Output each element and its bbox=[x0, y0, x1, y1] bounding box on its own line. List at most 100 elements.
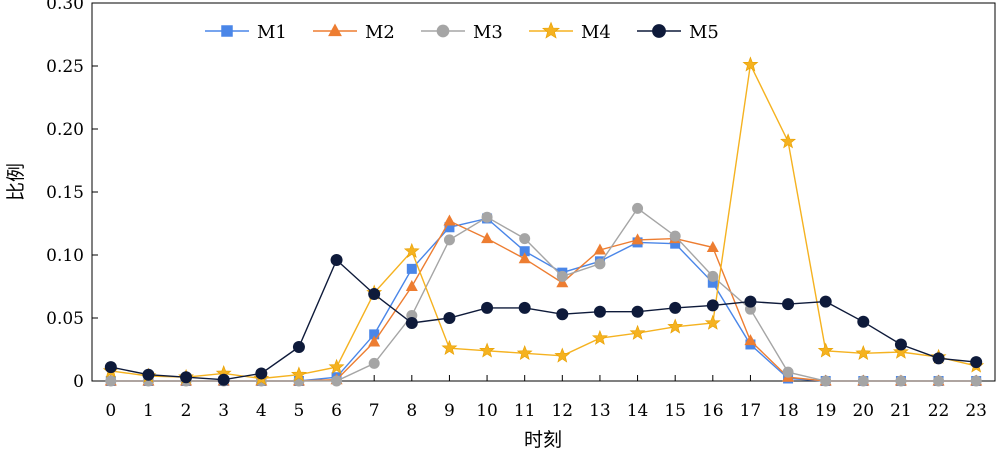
m5-point bbox=[631, 305, 644, 318]
m5-point bbox=[481, 301, 494, 314]
m2-point bbox=[744, 334, 757, 346]
legend-item-m5: M5 bbox=[637, 22, 719, 43]
x-tick-label: 20 bbox=[852, 401, 874, 421]
m3-point bbox=[669, 230, 681, 242]
m3-point bbox=[481, 211, 493, 223]
x-tick-label: 10 bbox=[476, 401, 498, 421]
m5-point bbox=[292, 340, 305, 353]
m2-point bbox=[631, 233, 644, 245]
series-line-m4 bbox=[110, 62, 977, 380]
m4-point bbox=[291, 366, 307, 382]
m3-point bbox=[820, 375, 832, 387]
m3-point bbox=[556, 270, 568, 282]
x-tick-label: 11 bbox=[514, 401, 536, 421]
x-tick-label: 23 bbox=[965, 401, 987, 421]
y-tick-label: 0.15 bbox=[46, 183, 84, 203]
m1-point bbox=[707, 277, 718, 288]
m3-point bbox=[105, 375, 117, 387]
m5-point bbox=[857, 315, 870, 328]
m4-point bbox=[742, 56, 759, 72]
x-tick-label: 7 bbox=[369, 401, 380, 421]
m4-point bbox=[516, 344, 533, 360]
x-tick-label: 16 bbox=[702, 401, 724, 421]
x-tick-label: 18 bbox=[777, 401, 799, 421]
m5-point bbox=[706, 299, 719, 312]
x-tick-label: 15 bbox=[664, 401, 686, 421]
m5-point bbox=[368, 288, 381, 301]
m5-point bbox=[970, 356, 983, 369]
m5-point bbox=[518, 301, 531, 314]
legend-label: M5 bbox=[689, 22, 719, 43]
m5-point bbox=[782, 298, 795, 311]
m4-point bbox=[328, 358, 345, 374]
m2-point bbox=[405, 280, 418, 291]
legend-item-m1: M1 bbox=[205, 22, 287, 43]
m2-point bbox=[518, 252, 531, 264]
x-tick-label: 5 bbox=[294, 401, 305, 421]
x-tick-label: 14 bbox=[627, 401, 649, 421]
legend-label: M2 bbox=[365, 22, 395, 43]
m5-point bbox=[669, 301, 682, 314]
m1-point bbox=[444, 222, 455, 233]
x-tick-label: 17 bbox=[740, 401, 762, 421]
m2-point bbox=[368, 335, 381, 347]
x-axis: 0 1 2 3 4 5 6 7 8 9 10 11 12 13 14 15 16 17 18 19 20 21 22 23 bbox=[105, 375, 987, 421]
m2-point bbox=[443, 214, 456, 226]
m2-point bbox=[328, 23, 342, 37]
y-tick-label: 0.25 bbox=[46, 57, 84, 77]
m5-point bbox=[142, 368, 155, 381]
m5-point bbox=[405, 317, 418, 330]
m3-point bbox=[594, 258, 606, 270]
legend-label: M3 bbox=[473, 22, 503, 43]
m4-point bbox=[893, 343, 909, 359]
x-axis-title: 时刻 bbox=[524, 429, 562, 451]
m1-point bbox=[221, 25, 233, 37]
m3-point bbox=[331, 375, 343, 387]
legend-label: M4 bbox=[581, 22, 611, 43]
m3-point bbox=[368, 357, 380, 369]
m5-point bbox=[652, 24, 666, 38]
x-tick-label: 21 bbox=[890, 401, 912, 421]
y-tick-label: 0.10 bbox=[46, 246, 84, 266]
x-tick-label: 13 bbox=[589, 401, 611, 421]
m4-point bbox=[780, 133, 796, 149]
m4-point bbox=[403, 242, 420, 258]
legend-item-m2: M2 bbox=[313, 22, 395, 43]
series-line-m5 bbox=[110, 258, 977, 381]
legend: M1 M2 M3 M4 M5 bbox=[205, 21, 719, 43]
m5-point bbox=[180, 371, 193, 384]
x-tick-label: 0 bbox=[105, 401, 116, 421]
y-tick-label: 0.20 bbox=[46, 120, 84, 140]
m5-point bbox=[104, 361, 117, 374]
m4-point bbox=[441, 339, 458, 355]
m5-point bbox=[330, 254, 343, 267]
m3-point bbox=[632, 202, 644, 214]
m4-point bbox=[542, 21, 560, 39]
m4-point bbox=[591, 329, 608, 345]
m3-point bbox=[519, 233, 531, 245]
m2-point bbox=[593, 243, 606, 255]
m5-point bbox=[255, 367, 268, 380]
series-m5 bbox=[104, 254, 983, 386]
m4-point bbox=[629, 324, 646, 340]
x-tick-label: 4 bbox=[256, 401, 267, 421]
m4-point bbox=[855, 344, 872, 360]
m3-point bbox=[707, 270, 719, 282]
m3-point bbox=[782, 366, 794, 378]
m1-point bbox=[670, 238, 681, 249]
m1-point bbox=[519, 246, 530, 257]
y-axis: 0 0.05 0.10 0.15 0.20 0.25 0.30 bbox=[46, 0, 98, 392]
m3-point bbox=[436, 24, 450, 38]
series-layer bbox=[102, 56, 985, 387]
m3-point bbox=[895, 375, 907, 387]
y-tick-label: 0.05 bbox=[46, 309, 84, 329]
y-tick-label: 0 bbox=[73, 372, 84, 392]
y-axis-title: 比例 bbox=[5, 163, 27, 201]
m5-point bbox=[894, 338, 907, 351]
y-tick-label: 0.30 bbox=[46, 0, 84, 14]
legend-label: M1 bbox=[257, 22, 287, 43]
m1-point bbox=[406, 263, 417, 274]
m4-point bbox=[554, 347, 571, 363]
x-tick-label: 9 bbox=[444, 401, 455, 421]
